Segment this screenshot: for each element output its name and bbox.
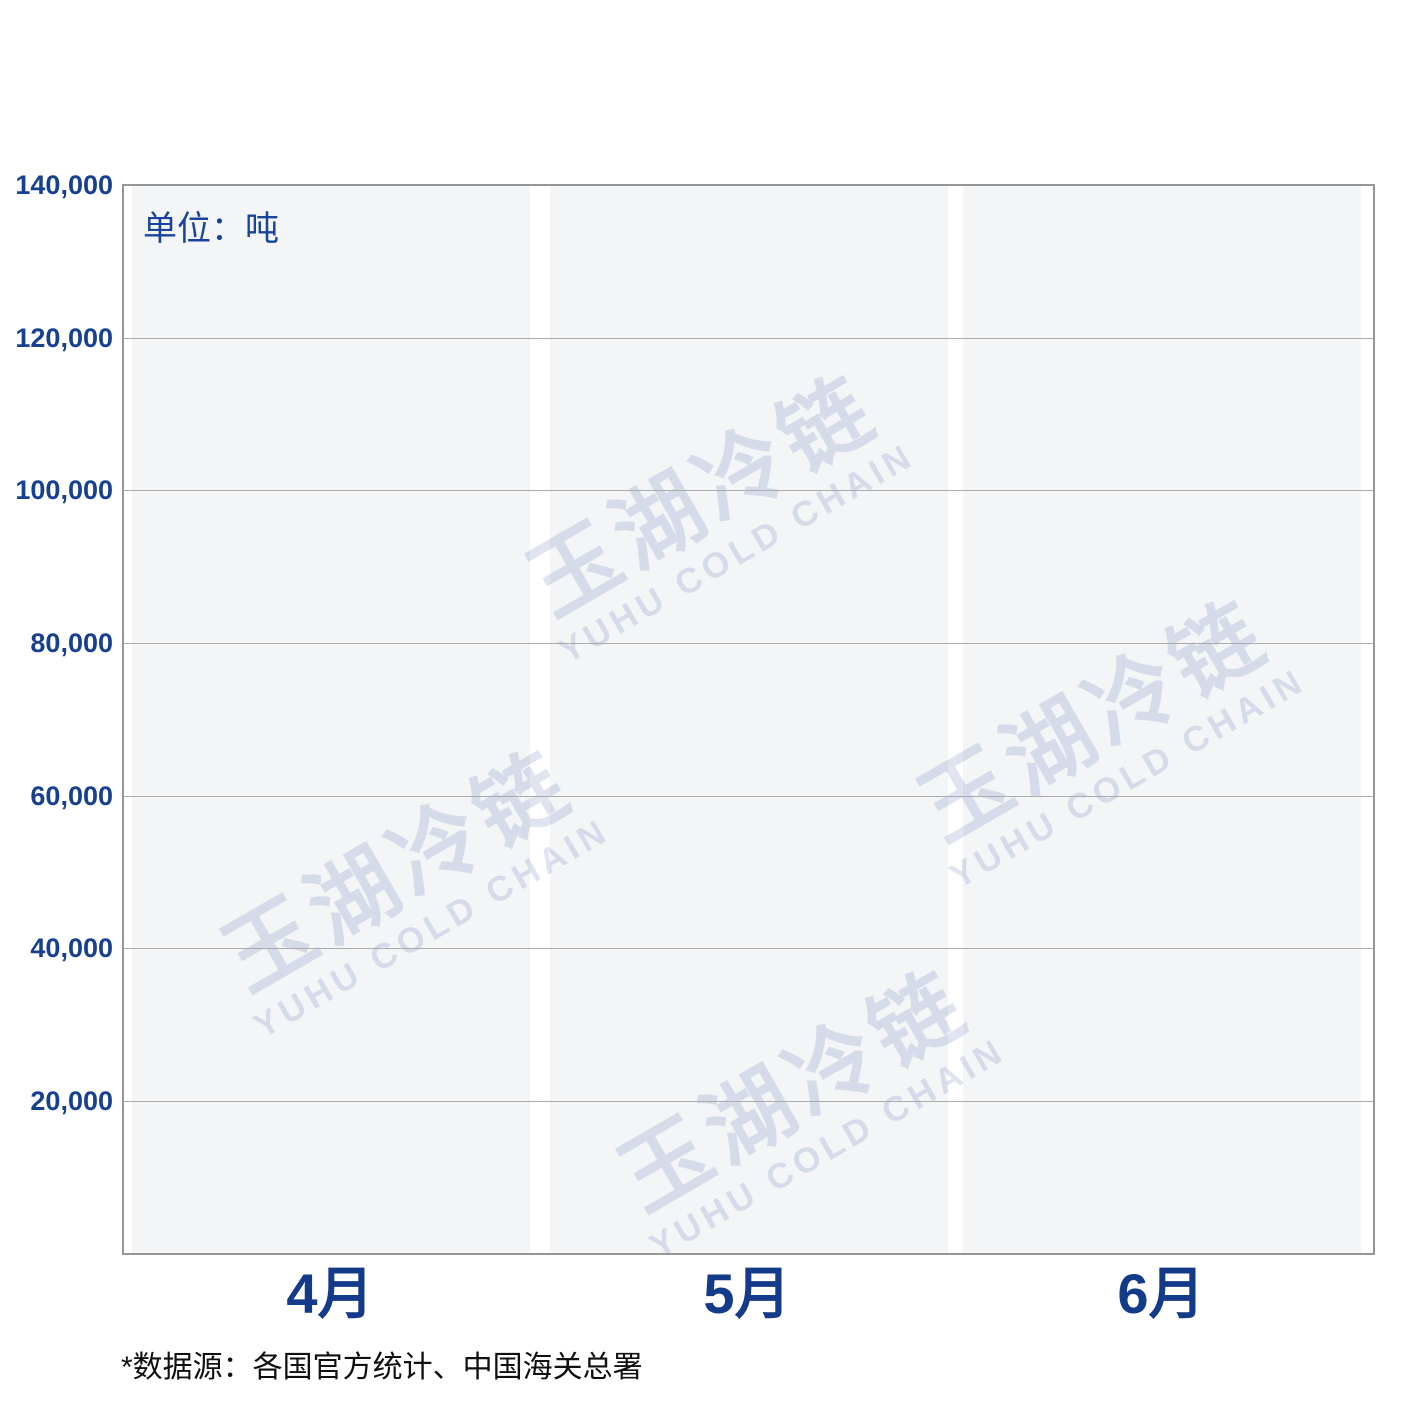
- category-band-june: [963, 186, 1361, 1253]
- data-source-footnote: *数据源：各国官方统计、中国海关总署: [121, 1351, 643, 1384]
- y-tick-label: 20,000: [30, 1086, 113, 1116]
- category-band-april: [132, 186, 530, 1253]
- unit-label: 单位：吨: [143, 210, 279, 248]
- gridline-80000: [124, 643, 1373, 644]
- y-tick-label: 120,000: [15, 323, 113, 353]
- gridline-60000: [124, 796, 1373, 797]
- plot-area: 玉湖冷链 YUHU COLD CHAIN 玉湖冷链 YUHU COLD CHAI…: [122, 184, 1375, 1255]
- x-axis-label-june: 6月: [1117, 1262, 1205, 1325]
- y-tick-label: 140,000: [15, 170, 113, 200]
- y-tick-label: 100,000: [15, 475, 113, 505]
- gridline-20000: [124, 1101, 1373, 1102]
- x-axis-label-may: 5月: [703, 1262, 791, 1325]
- gridline-100000: [124, 490, 1373, 491]
- y-tick-label: 40,000: [30, 933, 113, 963]
- y-tick-label: 80,000: [30, 628, 113, 658]
- y-tick-label: 60,000: [30, 781, 113, 811]
- category-band-may: [550, 186, 948, 1253]
- x-axis-label-april: 4月: [286, 1262, 374, 1325]
- gridline-40000: [124, 948, 1373, 949]
- gridline-120000: [124, 338, 1373, 339]
